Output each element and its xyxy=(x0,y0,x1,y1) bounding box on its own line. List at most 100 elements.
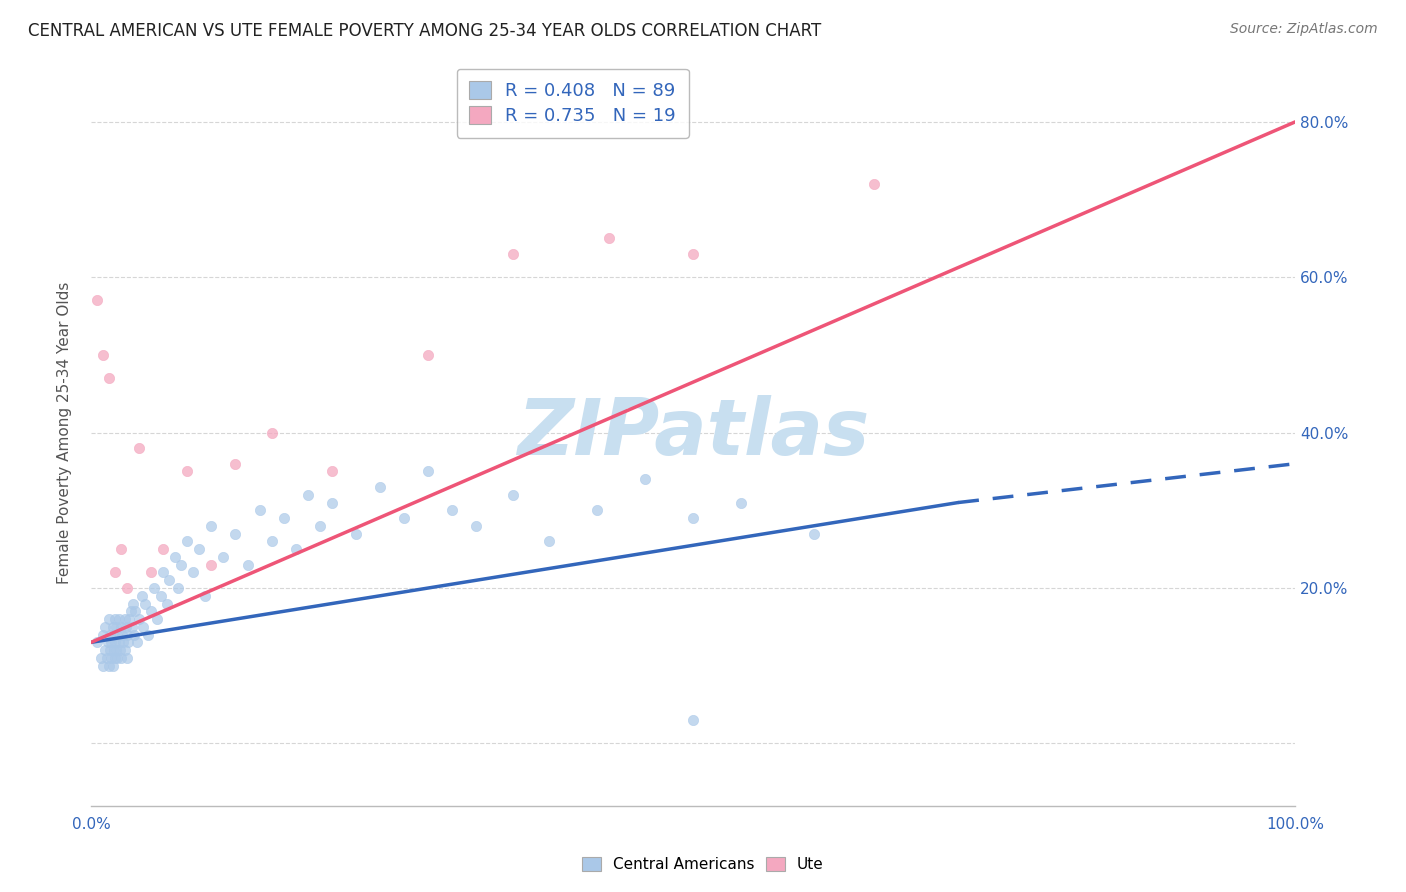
Point xyxy=(136,627,159,641)
Point xyxy=(115,651,138,665)
Point xyxy=(502,488,524,502)
Point xyxy=(157,573,180,587)
Point xyxy=(273,511,295,525)
Point xyxy=(297,488,319,502)
Point xyxy=(101,620,124,634)
Point xyxy=(98,612,121,626)
Y-axis label: Female Poverty Among 25-34 Year Olds: Female Poverty Among 25-34 Year Olds xyxy=(58,281,72,583)
Point xyxy=(441,503,464,517)
Point xyxy=(730,495,752,509)
Point xyxy=(152,542,174,557)
Point xyxy=(321,495,343,509)
Point xyxy=(465,519,488,533)
Point xyxy=(94,620,117,634)
Point xyxy=(284,542,307,557)
Point xyxy=(107,651,129,665)
Point xyxy=(86,293,108,308)
Point xyxy=(166,581,188,595)
Point xyxy=(103,627,125,641)
Point xyxy=(200,519,222,533)
Point xyxy=(598,231,620,245)
Point xyxy=(124,604,146,618)
Point xyxy=(118,612,141,626)
Point xyxy=(103,643,125,657)
Point xyxy=(112,635,135,649)
Point xyxy=(344,526,367,541)
Point xyxy=(146,612,169,626)
Legend: R = 0.408   N = 89, R = 0.735   N = 19: R = 0.408 N = 89, R = 0.735 N = 19 xyxy=(457,69,689,138)
Point xyxy=(104,635,127,649)
Point xyxy=(91,658,114,673)
Point xyxy=(90,651,112,665)
Point xyxy=(125,635,148,649)
Point xyxy=(863,177,886,191)
Point xyxy=(392,511,415,525)
Point xyxy=(107,612,129,626)
Point xyxy=(152,566,174,580)
Point xyxy=(115,581,138,595)
Point xyxy=(131,589,153,603)
Point xyxy=(111,627,134,641)
Point xyxy=(91,627,114,641)
Point xyxy=(212,549,235,564)
Point xyxy=(104,612,127,626)
Point xyxy=(134,597,156,611)
Point xyxy=(224,457,246,471)
Point xyxy=(104,566,127,580)
Point xyxy=(86,635,108,649)
Point xyxy=(170,558,193,572)
Point xyxy=(176,465,198,479)
Point xyxy=(502,247,524,261)
Point xyxy=(124,627,146,641)
Point xyxy=(117,635,139,649)
Point xyxy=(200,558,222,572)
Point xyxy=(165,549,187,564)
Point xyxy=(115,627,138,641)
Legend: Central Americans, Ute: Central Americans, Ute xyxy=(575,849,831,880)
Point xyxy=(249,503,271,517)
Point xyxy=(98,627,121,641)
Point xyxy=(156,597,179,611)
Point xyxy=(105,620,128,634)
Point xyxy=(114,643,136,657)
Point xyxy=(142,581,165,595)
Point xyxy=(132,620,155,634)
Point xyxy=(110,620,132,634)
Point xyxy=(141,566,163,580)
Point xyxy=(682,511,704,525)
Point xyxy=(122,597,145,611)
Point xyxy=(104,651,127,665)
Text: ZIPatlas: ZIPatlas xyxy=(517,394,869,471)
Point xyxy=(188,542,211,557)
Point xyxy=(115,620,138,634)
Point xyxy=(260,534,283,549)
Point xyxy=(128,612,150,626)
Point xyxy=(181,566,204,580)
Point xyxy=(260,425,283,440)
Point xyxy=(141,604,163,618)
Point xyxy=(634,472,657,486)
Point xyxy=(682,713,704,727)
Point xyxy=(368,480,391,494)
Point xyxy=(94,643,117,657)
Point xyxy=(100,651,122,665)
Point xyxy=(682,247,704,261)
Point xyxy=(108,643,131,657)
Point xyxy=(110,651,132,665)
Point xyxy=(224,526,246,541)
Point xyxy=(98,658,121,673)
Point xyxy=(107,635,129,649)
Text: CENTRAL AMERICAN VS UTE FEMALE POVERTY AMONG 25-34 YEAR OLDS CORRELATION CHART: CENTRAL AMERICAN VS UTE FEMALE POVERTY A… xyxy=(28,22,821,40)
Point xyxy=(98,371,121,385)
Point xyxy=(149,589,172,603)
Point xyxy=(107,627,129,641)
Point xyxy=(308,519,330,533)
Point xyxy=(585,503,607,517)
Point xyxy=(97,635,120,649)
Point xyxy=(128,441,150,455)
Point xyxy=(120,604,142,618)
Point xyxy=(803,526,825,541)
Point xyxy=(105,643,128,657)
Point xyxy=(101,658,124,673)
Point xyxy=(194,589,217,603)
